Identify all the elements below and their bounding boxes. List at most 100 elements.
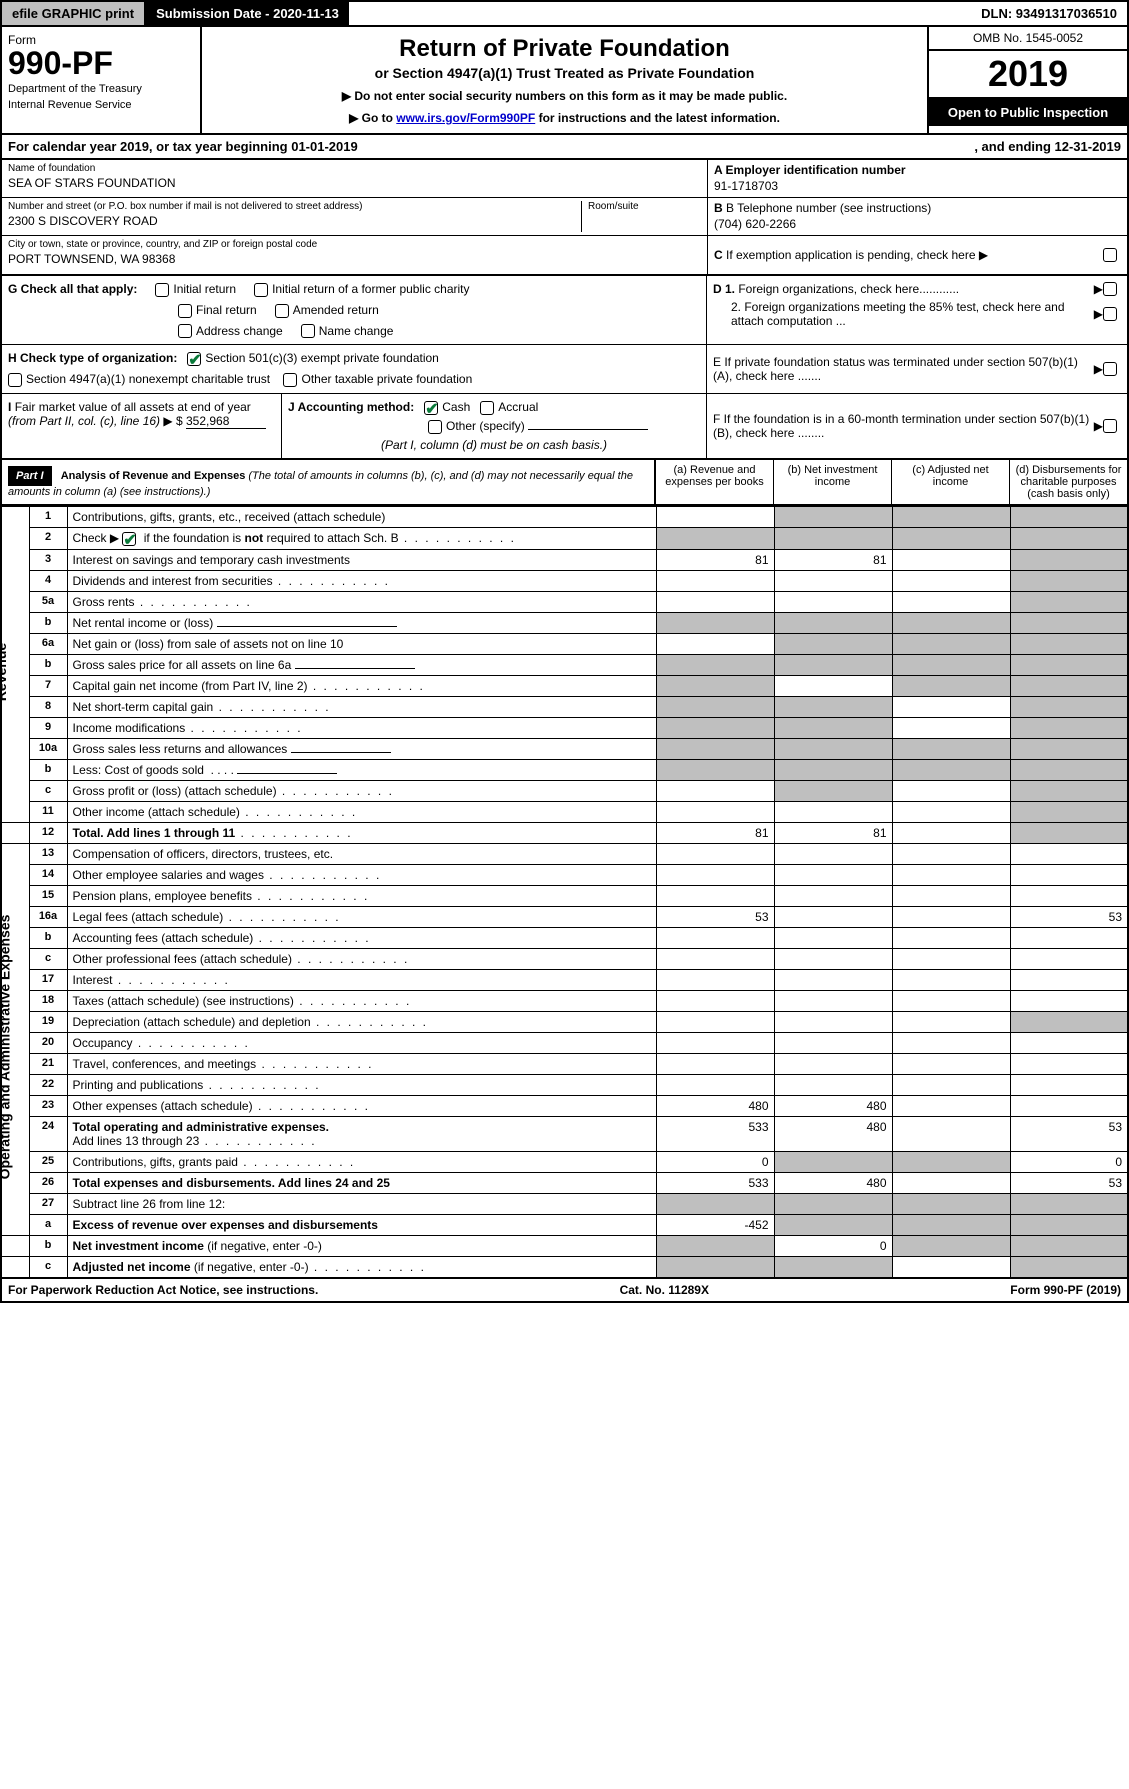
col-b-head: (b) Net investment income xyxy=(773,460,891,504)
revenue-vlabel: Revenue xyxy=(0,643,9,701)
addr-label: Number and street (or P.O. box number if… xyxy=(8,201,581,212)
room-label: Room/suite xyxy=(588,201,701,212)
checks-block: G Check all that apply: Initial return I… xyxy=(0,276,1129,460)
row-6b: bGross sales price for all assets on lin… xyxy=(1,654,1128,675)
dept-treasury: Department of the Treasury xyxy=(8,83,194,95)
row-26: 26Total expenses and disbursements. Add … xyxy=(1,1172,1128,1193)
calendar-year-row: For calendar year 2019, or tax year begi… xyxy=(0,135,1129,160)
foundation-name: SEA OF STARS FOUNDATION xyxy=(8,176,701,190)
form-header: Form 990-PF Department of the Treasury I… xyxy=(0,27,1129,135)
expenses-vlabel: Operating and Administrative Expenses xyxy=(0,915,12,1180)
g-label: G Check all that apply: xyxy=(8,282,137,296)
row-8: 8Net short-term capital gain xyxy=(1,696,1128,717)
initial-return-checkbox[interactable] xyxy=(155,283,169,297)
submission-date: Submission Date - 2020-11-13 xyxy=(146,2,349,25)
d2-checkbox[interactable] xyxy=(1103,307,1117,321)
other-method-checkbox[interactable] xyxy=(428,420,442,434)
h-label: H Check type of organization: xyxy=(8,351,177,365)
tax-year: 2019 xyxy=(929,51,1127,99)
row-15: 15Pension plans, employee benefits xyxy=(1,885,1128,906)
form-title: Return of Private Foundation xyxy=(210,35,919,63)
row-5b: bNet rental income or (loss) xyxy=(1,612,1128,633)
initial-public-checkbox[interactable] xyxy=(254,283,268,297)
info-block: Name of foundation SEA OF STARS FOUNDATI… xyxy=(0,160,1129,276)
open-public: Open to Public Inspection xyxy=(929,99,1127,126)
4947-checkbox[interactable] xyxy=(8,373,22,387)
ein-label: A Employer identification number xyxy=(714,163,1121,177)
address-change-checkbox[interactable] xyxy=(178,324,192,338)
e-label: E If private foundation status was termi… xyxy=(713,355,1094,383)
row-27a: aExcess of revenue over expenses and dis… xyxy=(1,1214,1128,1235)
row-27b: bNet investment income (if negative, ent… xyxy=(1,1235,1128,1256)
exemption-checkbox[interactable] xyxy=(1103,248,1117,262)
part1-header-row: Part I Analysis of Revenue and Expenses … xyxy=(0,460,1129,506)
form-number: 990-PF xyxy=(8,47,194,79)
efile-print-button[interactable]: efile GRAPHIC print xyxy=(2,2,146,25)
final-return-checkbox[interactable] xyxy=(178,304,192,318)
row-16c: cOther professional fees (attach schedul… xyxy=(1,948,1128,969)
phone-label: B B Telephone number (see instructions) xyxy=(714,201,1121,215)
ein: 91-1718703 xyxy=(714,179,1121,193)
city-state-zip: PORT TOWNSEND, WA 98368 xyxy=(8,252,701,266)
e-checkbox[interactable] xyxy=(1103,362,1117,376)
part1-table: Revenue 1Contributions, gifts, grants, e… xyxy=(0,506,1129,1279)
name-change-checkbox[interactable] xyxy=(301,324,315,338)
row-22: 22Printing and publications xyxy=(1,1074,1128,1095)
row-2: 2Check ▶ if the foundation is not requir… xyxy=(1,527,1128,549)
schb-checkbox[interactable] xyxy=(122,532,136,546)
row-17: 17Interest xyxy=(1,969,1128,990)
row-6a: 6aNet gain or (loss) from sale of assets… xyxy=(1,633,1128,654)
row-24: 24Total operating and administrative exp… xyxy=(1,1116,1128,1151)
row-7: 7Capital gain net income (from Part IV, … xyxy=(1,675,1128,696)
cash-checkbox[interactable] xyxy=(424,401,438,415)
d1-checkbox[interactable] xyxy=(1103,282,1117,296)
row-9: 9Income modifications xyxy=(1,717,1128,738)
part1-title: Analysis of Revenue and Expenses xyxy=(61,470,246,482)
f-checkbox[interactable] xyxy=(1103,419,1117,433)
row-25: 25Contributions, gifts, grants paid00 xyxy=(1,1151,1128,1172)
d1-label: D 1. Foreign organizations, check here..… xyxy=(713,282,1094,296)
paperwork-notice: For Paperwork Reduction Act Notice, see … xyxy=(8,1283,318,1297)
row-23: 23Other expenses (attach schedule)480480 xyxy=(1,1095,1128,1116)
j-note: (Part I, column (d) must be on cash basi… xyxy=(288,438,700,452)
row-12: 12Total. Add lines 1 through 118181 xyxy=(1,822,1128,843)
j-label: J Accounting method: xyxy=(288,400,414,414)
row-21: 21Travel, conferences, and meetings xyxy=(1,1053,1128,1074)
col-d-head: (d) Disbursements for charitable purpose… xyxy=(1009,460,1127,504)
phone: (704) 620-2266 xyxy=(714,217,1121,231)
other-taxable-checkbox[interactable] xyxy=(283,373,297,387)
row-10c: cGross profit or (loss) (attach schedule… xyxy=(1,780,1128,801)
col-a-head: (a) Revenue and expenses per books xyxy=(655,460,773,504)
street-address: 2300 S DISCOVERY ROAD xyxy=(8,214,581,228)
instruction-2: ▶ Go to www.irs.gov/Form990PF for instru… xyxy=(210,111,919,125)
cal-year-end: , and ending 12-31-2019 xyxy=(974,139,1121,154)
dln: DLN: 93491317036510 xyxy=(971,2,1127,25)
row-14: 14Other employee salaries and wages xyxy=(1,864,1128,885)
instruction-1: ▶ Do not enter social security numbers o… xyxy=(210,89,919,103)
row-16b: bAccounting fees (attach schedule) xyxy=(1,927,1128,948)
form-ref: Form 990-PF (2019) xyxy=(1010,1283,1121,1297)
row-10a: 10aGross sales less returns and allowanc… xyxy=(1,738,1128,759)
row-16a: 16aLegal fees (attach schedule)5353 xyxy=(1,906,1128,927)
row-3: 3Interest on savings and temporary cash … xyxy=(1,549,1128,570)
page-footer: For Paperwork Reduction Act Notice, see … xyxy=(0,1279,1129,1303)
row-10b: bLess: Cost of goods sold . . . . xyxy=(1,759,1128,780)
city-label: City or town, state or province, country… xyxy=(8,239,701,250)
501c3-checkbox[interactable] xyxy=(187,352,201,366)
accrual-checkbox[interactable] xyxy=(480,401,494,415)
cal-year-begin: For calendar year 2019, or tax year begi… xyxy=(8,139,358,154)
col-c-head: (c) Adjusted net income xyxy=(891,460,1009,504)
irs-link[interactable]: www.irs.gov/Form990PF xyxy=(396,111,535,125)
row-5a: 5aGross rents xyxy=(1,591,1128,612)
f-label: F If the foundation is in a 60-month ter… xyxy=(713,412,1094,440)
row-27: 27Subtract line 26 from line 12: xyxy=(1,1193,1128,1214)
topbar: efile GRAPHIC print Submission Date - 20… xyxy=(0,0,1129,27)
name-label: Name of foundation xyxy=(8,163,701,174)
fmv-value: 352,968 xyxy=(186,414,266,429)
form-subtitle: or Section 4947(a)(1) Trust Treated as P… xyxy=(210,65,919,81)
row-13: Operating and Administrative Expenses 13… xyxy=(1,843,1128,864)
row-20: 20Occupancy xyxy=(1,1032,1128,1053)
exemption-pending-label: C If exemption application is pending, c… xyxy=(714,248,1103,262)
irs: Internal Revenue Service xyxy=(8,99,194,111)
amended-return-checkbox[interactable] xyxy=(275,304,289,318)
